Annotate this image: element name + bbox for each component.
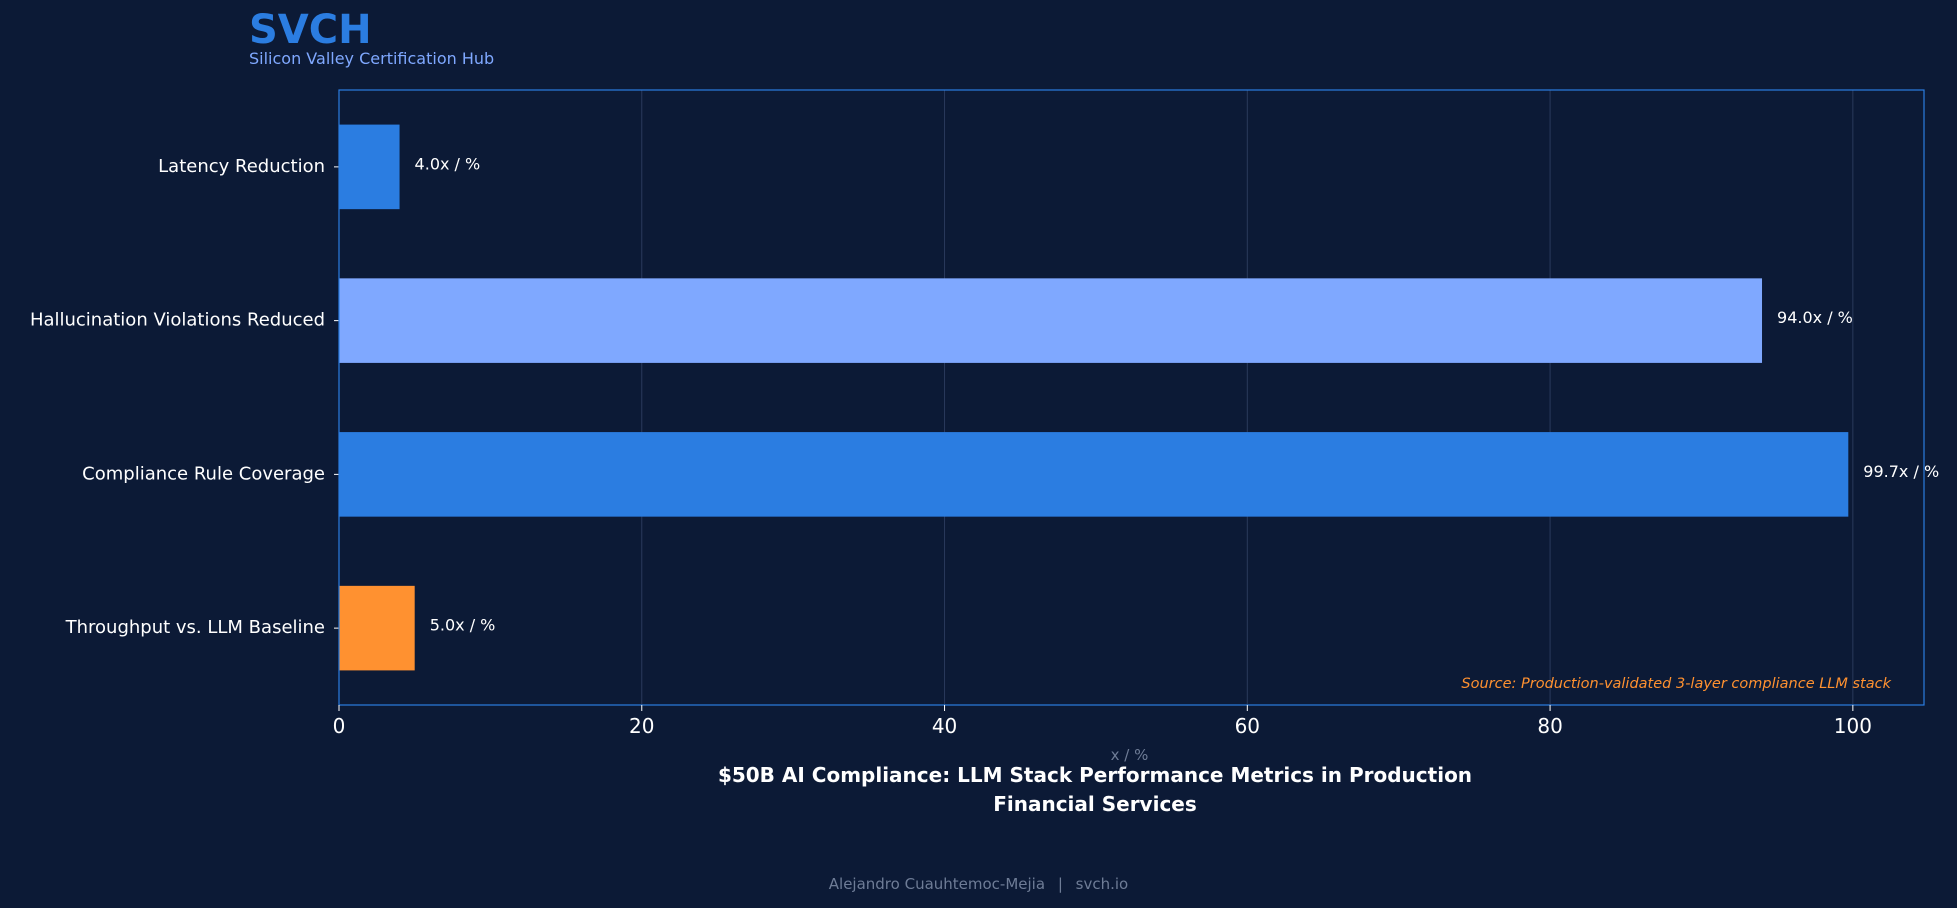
bar-1 [339,278,1763,363]
brand-logo-text: SVCH [249,7,372,53]
bar-0 [339,124,400,210]
bar-3 [339,585,415,671]
y-tick-label-0: Latency Reduction [158,156,325,177]
footer-separator: | [1057,875,1063,893]
data-label-1: 94.0x / % [1777,308,1853,327]
footer-credit: Alejandro Cuauhtemoc-Mejia | svch.io [0,875,1957,893]
brand-tagline: Silicon Valley Certification Hub [249,49,495,68]
bar-2 [339,432,1849,517]
y-tick-label-3: Throughput vs. LLM Baseline [65,617,325,638]
plot-frame [338,89,1925,706]
x-tick-label-3: 60 [1235,714,1260,738]
chart-title-line-1: $50B AI Compliance: LLM Stack Performanc… [718,763,1472,787]
data-label-2: 99.7x / % [1863,462,1939,481]
footer-site: svch.io [1075,875,1129,893]
x-axis-label: x / % [1111,746,1149,764]
x-tick-label-4: 80 [1537,714,1562,738]
data-label-3: 5.0x / % [430,616,496,635]
source-annotation: Source: Production-validated 3-layer com… [1461,676,1891,692]
x-tick-label-0: 0 [333,714,346,738]
x-tick-label-5: 100 [1834,714,1872,738]
x-tick-label-2: 40 [932,714,957,738]
y-tick-label-1: Hallucination Violations Reduced [30,310,325,331]
chart-title-line-2: Financial Services [993,792,1197,816]
x-tick-label-1: 20 [629,714,654,738]
footer-author: Alejandro Cuauhtemoc-Mejia [828,875,1046,893]
data-label-0: 4.0x / % [415,154,481,173]
y-tick-label-2: Compliance Rule Coverage [82,463,325,484]
